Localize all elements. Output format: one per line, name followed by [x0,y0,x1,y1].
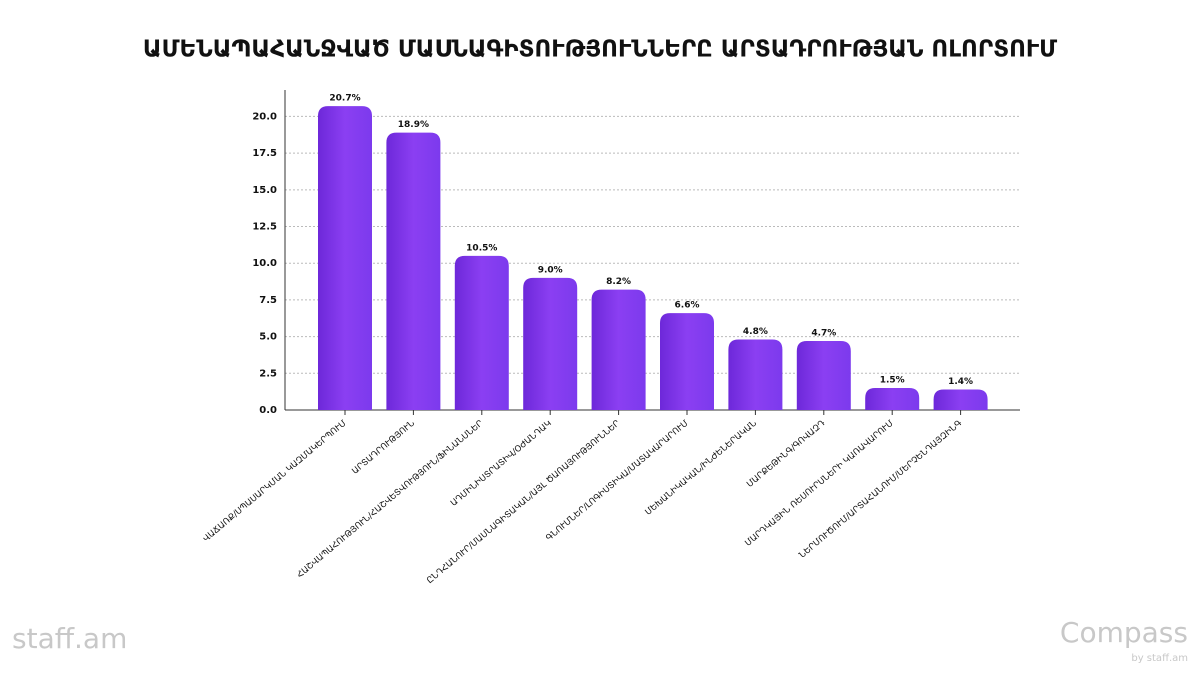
logo-left: staff.am [12,622,127,655]
data-label: 20.7% [329,94,360,104]
x-tick-label: ՄԱՐԴԿԱՅԻՆ ՌԵՍՈՒՐՍՆԵՐԻ ԿԱՌԱՎԱՐՈՒՄ [743,418,896,548]
y-tick-label: 5.0 [259,332,277,343]
bar [865,387,920,410]
x-tick-label: ՄԵԽԱՆԻԿԱԿԱՆ/ԻՆԺԵՆԵՐԱԿԱՆ [643,419,758,518]
x-tick-label: ԱՐՏԱԴՐՈՒԹՅՈՒՆ [350,419,417,477]
data-label: 8.2% [606,277,631,287]
y-tick-label: 7.5 [259,295,277,306]
y-tick-label: 20.0 [252,111,277,122]
data-label: 10.5% [466,243,497,253]
bar [796,341,851,410]
bar [591,289,646,410]
data-label: 6.6% [675,301,700,311]
bar [386,132,441,411]
data-label: 9.0% [538,265,563,275]
logo-right: Compass [1060,616,1188,649]
data-label: 4.7% [811,329,836,339]
bar [660,313,714,410]
data-label: 1.4% [948,377,973,387]
x-tick-label: ՎԱՃԱՌՔ/ՍՊԱՍԱՐԿՄԱՆ ԿԱԶՄԱԿԵՐՊՈՒՄ [201,418,348,544]
y-tick-label: 2.5 [259,368,277,379]
x-tick-label: ՄԱՐՔԵԹԻՆԳ/ԳՈՎԱԶԴ [745,418,828,490]
x-tick-label: ՆԵՐՄՈՒԾՈՒՄ/ԱՐՏԱՀԱՆՈՒՄ/ՄԵՐՉԵՆԴԱՅԶԻՆԳ [798,418,965,560]
data-label: 1.5% [880,375,905,385]
y-tick-label: 15.0 [252,185,277,196]
y-tick-label: 10.0 [252,258,277,269]
bar [318,106,372,410]
x-tick-label: ԳՆՈՒՄՆԵՐ/ԼՈԳԻՍՏԻԿԱ/ՄԱՏԱԿԱՐԱՐՈՒՄ [544,418,690,543]
data-label: 4.8% [743,327,768,337]
bar [728,339,783,410]
bar [454,255,509,410]
y-tick-label: 17.5 [252,148,277,159]
y-tick-label: 12.5 [252,222,277,233]
bar [933,389,988,410]
chart-title: ԱՄԵՆԱՊԱՀԱՆՋՎԱԾ ՄԱՍՆԱԳԻՏՈՒԹՅՈՒՆՆԵՐԸ ԱՐՏԱԴ… [143,37,1057,63]
logo-right-sub: by staff.am [1131,653,1188,664]
y-tick-label: 0.0 [259,405,277,416]
bar [523,277,578,410]
data-label: 18.9% [398,120,429,130]
